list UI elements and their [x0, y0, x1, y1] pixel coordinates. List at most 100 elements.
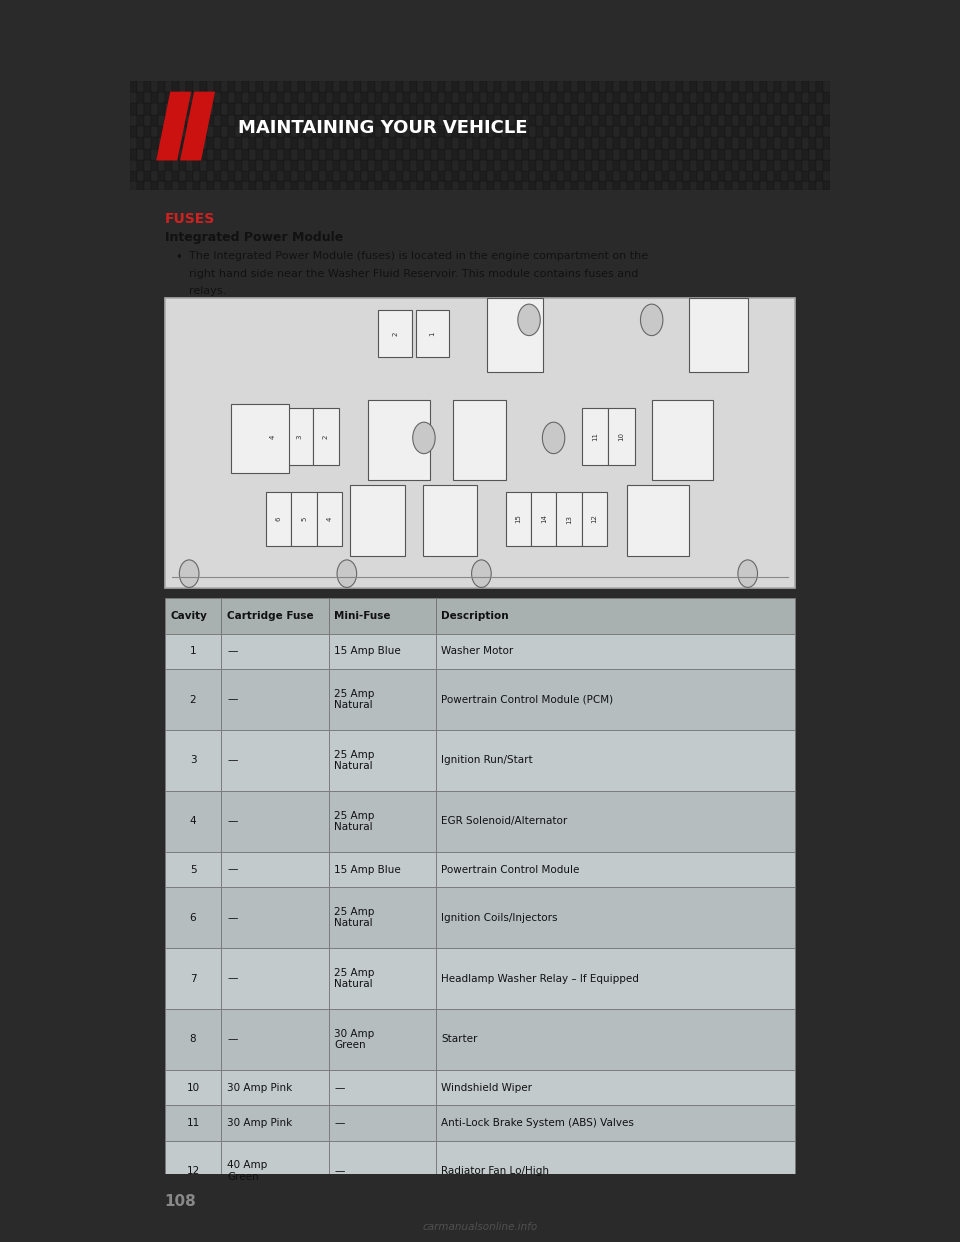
Bar [536, 160, 543, 171]
Text: —: — [227, 974, 237, 984]
Bar [368, 103, 374, 114]
Bar [214, 180, 221, 190]
Text: 4: 4 [190, 816, 197, 826]
Bar [396, 92, 403, 103]
Bar [347, 114, 354, 127]
Bar [739, 160, 746, 171]
Bar [325, 171, 333, 180]
Bar [403, 127, 410, 138]
Bar [305, 171, 312, 180]
Bar [333, 149, 340, 160]
Bar [578, 81, 586, 92]
Text: 12: 12 [186, 1166, 200, 1176]
Bar [726, 149, 732, 160]
Bar [445, 127, 452, 138]
Bar [571, 180, 578, 190]
Bar [635, 149, 641, 160]
Bar [767, 180, 775, 190]
Bar [354, 103, 361, 114]
Bar [249, 149, 255, 160]
Bar [325, 127, 333, 138]
Bar [459, 138, 466, 149]
Bar [627, 103, 635, 114]
Bar [452, 114, 459, 127]
Bar [781, 92, 788, 103]
Bar [193, 114, 200, 127]
Bar [165, 669, 222, 730]
Bar [193, 160, 200, 171]
Bar [586, 171, 592, 180]
Bar [354, 180, 361, 190]
Bar [795, 81, 803, 92]
Bar [726, 81, 732, 92]
Bar [200, 180, 206, 190]
Bar [228, 180, 235, 190]
Bar [635, 138, 641, 149]
Text: 15 Amp Blue: 15 Amp Blue [334, 864, 401, 874]
Bar [550, 160, 557, 171]
Bar [286, 409, 313, 466]
Bar [795, 138, 803, 149]
Bar [361, 138, 368, 149]
Bar [543, 149, 550, 160]
Bar [726, 92, 732, 103]
Text: Ignition Coils/Injectors: Ignition Coils/Injectors [442, 913, 558, 923]
Bar [179, 180, 185, 190]
Bar [550, 127, 557, 138]
Bar [172, 114, 179, 127]
Bar [221, 180, 228, 190]
Bar [536, 149, 543, 160]
Bar [389, 171, 396, 180]
Bar [795, 114, 803, 127]
Bar [592, 92, 599, 103]
Bar [165, 730, 222, 791]
Bar [578, 171, 586, 180]
Bar [200, 127, 206, 138]
Bar [501, 81, 508, 92]
Bar [165, 1140, 222, 1202]
Bar [368, 92, 374, 103]
Bar [151, 149, 157, 160]
Bar [206, 160, 214, 171]
Bar [550, 171, 557, 180]
Bar [403, 160, 410, 171]
Bar [529, 114, 536, 127]
Bar [662, 92, 669, 103]
Bar [165, 180, 172, 190]
Bar [151, 171, 157, 180]
Bar [263, 127, 270, 138]
Bar [676, 127, 684, 138]
Bar [235, 149, 242, 160]
Bar [340, 127, 347, 138]
Bar [235, 160, 242, 171]
Bar [487, 160, 494, 171]
Bar [732, 92, 739, 103]
Bar [690, 171, 697, 180]
Bar [165, 138, 172, 149]
Bar [325, 103, 333, 114]
Bar [228, 103, 235, 114]
Bar [291, 180, 298, 190]
Text: 30 Amp
Green: 30 Amp Green [334, 1028, 374, 1051]
Bar [389, 127, 396, 138]
Bar [494, 149, 501, 160]
Bar [340, 103, 347, 114]
Bar [368, 81, 374, 92]
Bar [613, 180, 620, 190]
Bar [179, 92, 185, 103]
Bar [270, 171, 276, 180]
Bar [200, 103, 206, 114]
Bar [578, 138, 586, 149]
Bar [417, 127, 424, 138]
Bar [389, 149, 396, 160]
Bar [354, 92, 361, 103]
Bar [557, 492, 582, 546]
Bar [494, 180, 501, 190]
Bar [284, 81, 291, 92]
Bar [389, 114, 396, 127]
Bar [259, 409, 286, 466]
Bar [445, 92, 452, 103]
Bar [684, 180, 690, 190]
Bar [669, 81, 676, 92]
Bar [746, 160, 754, 171]
